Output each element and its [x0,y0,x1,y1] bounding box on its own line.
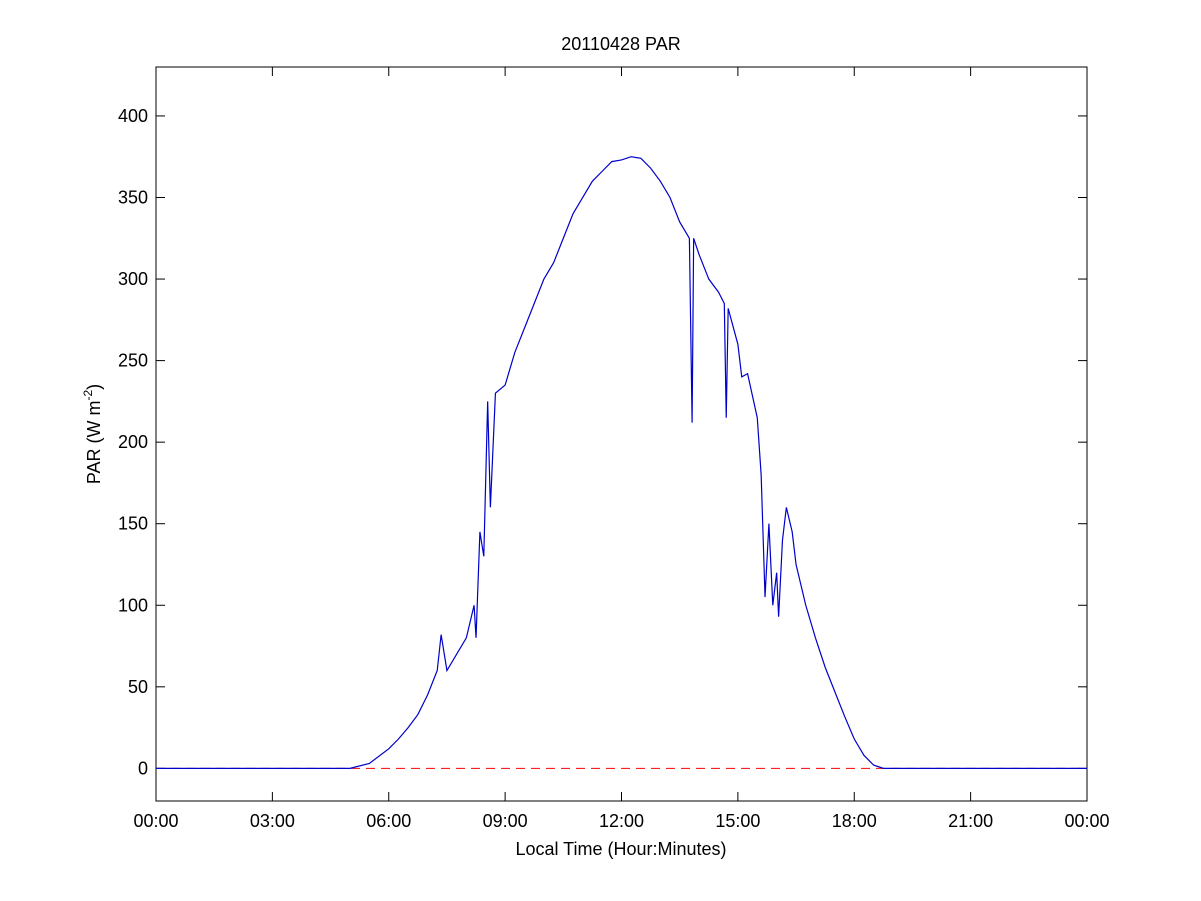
x-tick-label: 12:00 [599,811,644,831]
y-tick-label: 100 [118,595,148,615]
x-axis-label: Local Time (Hour:Minutes) [515,839,726,859]
y-tick-label: 50 [128,677,148,697]
chart-title: 20110428 PAR [561,34,680,54]
x-tick-label: 18:00 [832,811,877,831]
x-tick-label: 15:00 [715,811,760,831]
x-tick-label: 06:00 [366,811,411,831]
y-tick-label: 400 [118,106,148,126]
y-axis-label-main: PAR (W m [84,401,104,485]
y-tick-label: 300 [118,269,148,289]
data-line [156,156,1087,769]
plot-area [155,66,1088,802]
y-axis-label-end: ) [84,384,104,390]
x-tick-label: 03:00 [250,811,295,831]
x-tick-label: 00:00 [133,811,178,831]
x-tick-label: 21:00 [948,811,993,831]
y-axis-label-sup: -2 [81,390,95,401]
y-tick-label: 350 [118,187,148,207]
y-axis-label: PAR (W m-2) [81,384,104,484]
y-tick-label: 0 [138,758,148,778]
y-tick-label: 250 [118,351,148,371]
x-tick-label: 09:00 [483,811,528,831]
x-tick-label: 00:00 [1064,811,1109,831]
y-tick-label: 200 [118,432,148,452]
y-tick-label: 150 [118,514,148,534]
